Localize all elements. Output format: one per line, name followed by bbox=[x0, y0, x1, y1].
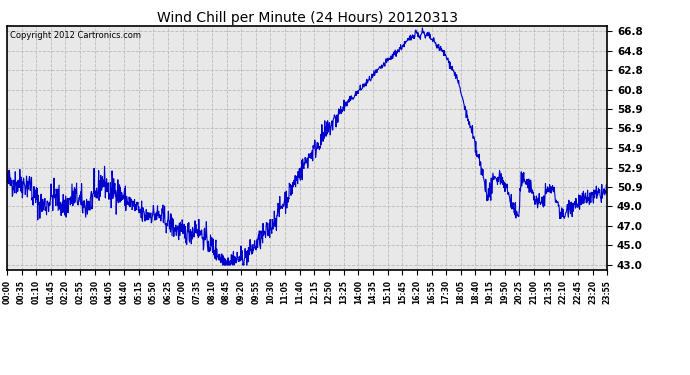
Title: Wind Chill per Minute (24 Hours) 20120313: Wind Chill per Minute (24 Hours) 2012031… bbox=[157, 11, 457, 25]
Text: Copyright 2012 Cartronics.com: Copyright 2012 Cartronics.com bbox=[10, 31, 141, 40]
